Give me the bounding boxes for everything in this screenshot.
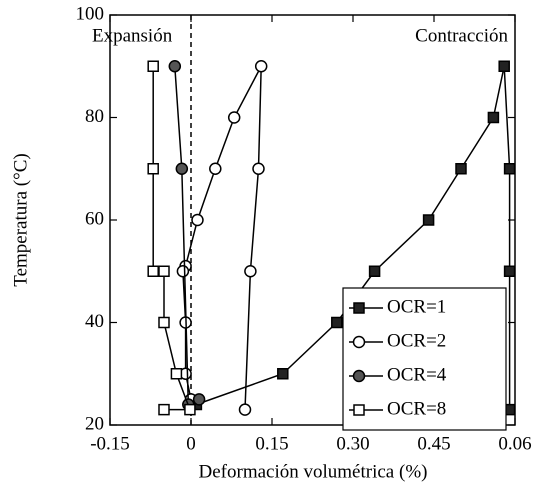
- data-point: [209, 162, 222, 175]
- legend-box: [342, 287, 507, 431]
- data-point: [455, 163, 467, 175]
- data-point: [254, 60, 268, 73]
- annotation: Expansión: [92, 25, 173, 46]
- x-tick-label: 0.15: [255, 433, 288, 454]
- x-tick-label: 0.06: [498, 433, 531, 454]
- data-point: [277, 368, 289, 380]
- legend-label: OCR=8: [387, 398, 446, 419]
- annotation: Contracción: [415, 25, 508, 46]
- legend-marker: [353, 302, 365, 314]
- data-point: [192, 393, 206, 406]
- data-point: [487, 111, 500, 124]
- x-tick-label: 0.45: [417, 433, 450, 454]
- data-point: [158, 265, 170, 277]
- data-point: [331, 316, 343, 329]
- data-point: [158, 403, 170, 416]
- series-line: [152, 66, 192, 411]
- data-point: [170, 368, 183, 380]
- legend-label: OCR=4: [387, 364, 447, 385]
- series-line: [182, 65, 262, 410]
- data-point: [147, 265, 159, 277]
- legend-marker: [353, 404, 365, 416]
- data-point: [498, 60, 510, 72]
- data-point: [252, 162, 265, 175]
- data-point: [503, 265, 516, 277]
- y-tick-label: 60: [85, 208, 104, 229]
- data-point: [184, 403, 196, 416]
- data-point: [503, 163, 516, 175]
- data-point: [191, 213, 204, 227]
- data-point: [238, 403, 252, 416]
- data-point: [147, 60, 159, 72]
- legend-marker: [352, 335, 366, 349]
- x-tick-label: 0.30: [336, 433, 369, 454]
- series-line: [174, 66, 200, 406]
- data-point: [176, 265, 190, 278]
- data-point: [147, 163, 159, 175]
- data-point: [227, 111, 241, 124]
- legend-label: OCR=2: [387, 330, 446, 351]
- y-tick-label: 20: [85, 413, 104, 434]
- y-axis-label: Temperatura (°C): [10, 153, 31, 286]
- data-point: [175, 162, 189, 175]
- y-tick-label: 40: [85, 311, 104, 332]
- x-tick-label: 0: [186, 433, 196, 454]
- x-axis-label: Deformación volumétrica (%): [199, 461, 428, 482]
- legend-label: OCR=1: [387, 296, 446, 317]
- legend-marker: [352, 369, 366, 383]
- data-point: [244, 265, 257, 278]
- y-tick-label: 80: [85, 106, 104, 127]
- data-point: [158, 316, 170, 329]
- data-point: [422, 214, 435, 226]
- data-point: [368, 265, 381, 277]
- x-tick-label: -0.15: [90, 433, 130, 454]
- data-point: [168, 60, 182, 73]
- y-tick-label: 100: [76, 3, 105, 24]
